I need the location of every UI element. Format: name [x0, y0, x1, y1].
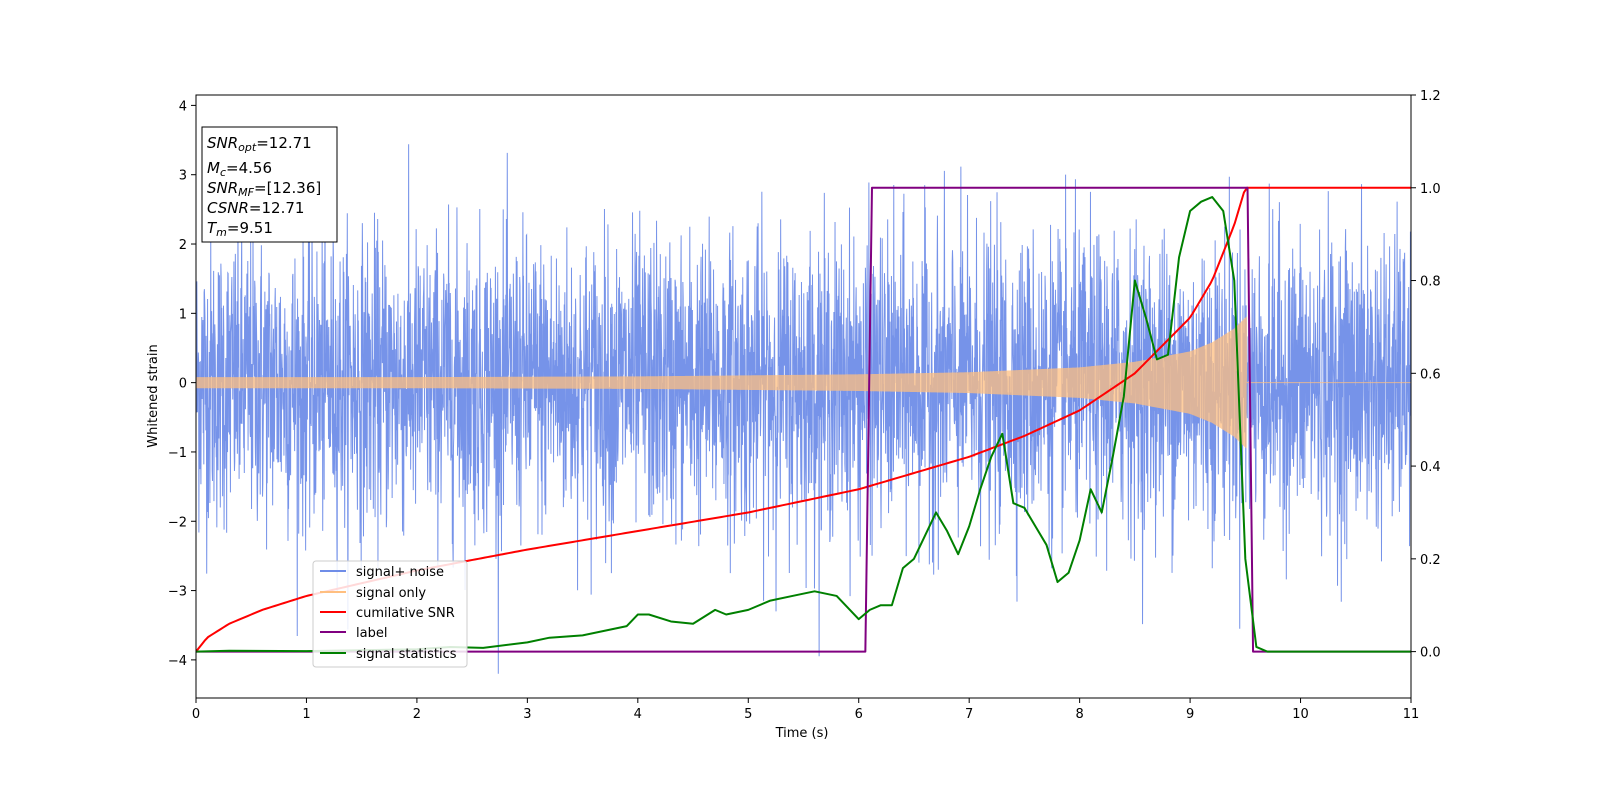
legend-label-signal-only: signal only: [356, 586, 426, 601]
y-left-tick-label: 2: [179, 238, 187, 253]
x-tick-label: 7: [965, 707, 973, 722]
x-tick-label: 0: [192, 707, 200, 722]
x-tick-label: 2: [413, 707, 421, 722]
info-mc: Mc=4.56: [207, 159, 272, 179]
y-right-tick-label: 1.2: [1420, 89, 1441, 104]
x-tick-label: 10: [1292, 707, 1309, 722]
info-csnr: CSNR=12.71: [207, 199, 304, 217]
x-tick-label: 5: [744, 707, 752, 722]
y-left-tick-label: 4: [179, 99, 187, 114]
legend: signal+ noise signal only cumilative SNR…: [312, 560, 468, 668]
x-axis-label: Time (s): [775, 726, 829, 741]
info-tm: Tm=9.51: [207, 219, 273, 239]
y-left-tick-label: 3: [179, 169, 187, 184]
x-tick-label: 4: [634, 707, 642, 722]
y-right-tick-label: 0.8: [1420, 275, 1441, 290]
y-right-tick-label: 0.2: [1420, 553, 1441, 568]
x-tick-label: 3: [523, 707, 531, 722]
legend-label-signal-noise: signal+ noise: [356, 565, 444, 580]
x-tick-label: 9: [1186, 707, 1194, 722]
x-tick-label: 11: [1403, 707, 1420, 722]
y-right-tick-label: 1.0: [1420, 182, 1441, 197]
y-right-tick-label: 0.4: [1420, 460, 1441, 475]
info-snr-mf: SNRMF=[12.36]: [207, 179, 321, 199]
x-tick-label: 8: [1075, 707, 1083, 722]
info-snr-opt: SNRopt=12.71: [207, 134, 312, 154]
y-left-tick-label: −2: [168, 515, 187, 530]
legend-label-label: label: [356, 626, 387, 641]
y-axis-label: Whitened strain: [146, 344, 161, 447]
legend-frame: [312, 560, 468, 668]
y-right-tick-label: 0.6: [1420, 367, 1441, 382]
y-left-tick-label: −1: [168, 446, 187, 461]
axes: 0 1 2 3 4 5 6 7 8 9 10 11 −4 −3 −2 −1 0 1 2 3 4 0.0 0.2 0.4 0.6 0…: [168, 89, 1441, 722]
legend-label-cumulative-snr: cumilative SNR: [356, 606, 455, 621]
y-left-tick-label: 1: [179, 307, 187, 322]
x-tick-label: 6: [855, 707, 863, 722]
y-left-tick-label: −4: [168, 654, 187, 669]
y-left-tick-label: 0: [179, 377, 187, 392]
series-signal-only-line: [196, 316, 1411, 449]
plot-frame: [195, 94, 1412, 699]
series-signal-statistics-line: [196, 196, 1411, 653]
y-right-tick-label: 0.0: [1420, 646, 1441, 661]
legend-label-signal-statistics: signal statistics: [356, 647, 457, 662]
x-tick-label: 1: [302, 707, 310, 722]
info-box: SNRopt=12.71 Mc=4.56 SNRMF=[12.36] CSNR=…: [201, 126, 338, 243]
info-box-frame: [201, 126, 338, 243]
y-left-tick-label: −3: [168, 585, 187, 600]
